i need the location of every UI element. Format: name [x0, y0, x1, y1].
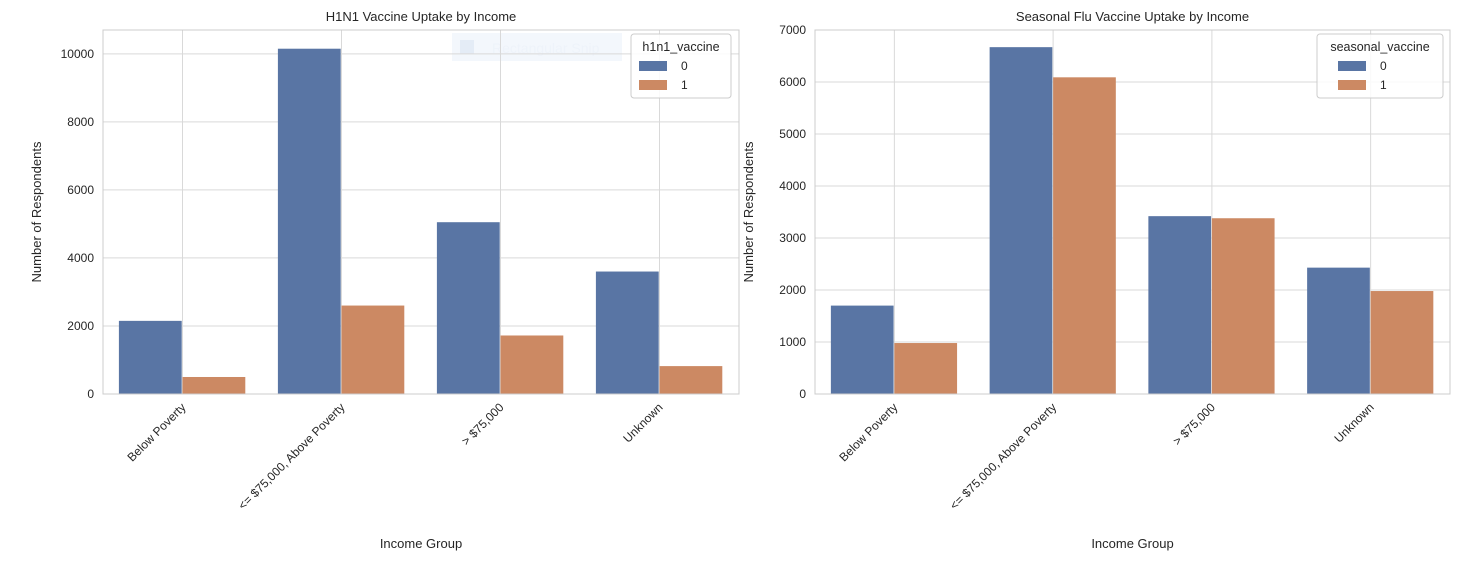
- bar-series-0-3: [1307, 267, 1370, 394]
- y-tick-label: 0: [87, 387, 94, 401]
- x-tick-label: <= $75,000, Above Poverty: [235, 400, 347, 512]
- bar-series-1-0: [182, 376, 246, 394]
- y-tick-label: 7000: [779, 23, 806, 37]
- legend: seasonal_vaccine 0 1: [1316, 33, 1444, 99]
- bar-series-1-2: [500, 335, 564, 394]
- x-tick-label: Unknown: [620, 400, 665, 445]
- y-tick-label: 5000: [779, 127, 806, 141]
- bar-series-1-1: [1053, 77, 1116, 394]
- legend-title: h1n1_vaccine: [642, 40, 719, 54]
- y-axis-label: Number of Respondents: [29, 141, 44, 282]
- legend-label: 1: [1380, 78, 1387, 92]
- y-tick-label: 0: [799, 387, 806, 401]
- legend-title: seasonal_vaccine: [1330, 40, 1429, 54]
- y-tick-label: 2000: [67, 319, 94, 333]
- bar-series-0-2: [436, 222, 500, 394]
- y-tick-label: 6000: [779, 75, 806, 89]
- legend-swatch-0: [1338, 61, 1366, 71]
- y-tick-label: 2000: [779, 283, 806, 297]
- x-tick-label: > $75,000: [459, 400, 507, 448]
- plot-frame: [814, 29, 1451, 395]
- bar-series-0-0: [118, 320, 182, 394]
- bar-series-1-0: [894, 343, 958, 394]
- bar-series-1-1: [341, 305, 405, 394]
- y-tick-label: 3000: [779, 231, 806, 245]
- bar-series-0-1: [277, 48, 341, 395]
- bar-series-1-3: [659, 366, 723, 394]
- plot-frame: [102, 29, 740, 395]
- snip-overlay-text: Rectangular Snip: [492, 40, 600, 56]
- snip-overlay: Rectangular Snip: [452, 33, 622, 61]
- y-axis-label: Number of Respondents: [741, 141, 756, 282]
- legend-swatch-1: [1338, 80, 1366, 90]
- chart-1: 0 2000 4000 6000 8000 10000 Below Poverty <= $7…: [29, 9, 740, 551]
- y-tick-label: 10000: [61, 47, 95, 61]
- bar-series-1-3: [1370, 291, 1434, 394]
- legend-swatch-1: [639, 80, 667, 90]
- x-tick-label: > $75,000: [1170, 400, 1218, 448]
- y-tick-label: 4000: [779, 179, 806, 193]
- chart-title: H1N1 Vaccine Uptake by Income: [326, 9, 517, 24]
- x-axis-label: Income Group: [1091, 536, 1173, 551]
- legend-label: 0: [1380, 59, 1387, 73]
- bar-series-0-0: [830, 305, 894, 394]
- legend-label: 0: [681, 59, 688, 73]
- x-tick-label: <= $75,000, Above Poverty: [947, 400, 1059, 512]
- y-tick-label: 8000: [67, 115, 94, 129]
- bar-series-0-1: [989, 47, 1053, 394]
- legend: h1n1_vaccine 0 1: [630, 33, 732, 99]
- legend-label: 1: [681, 78, 688, 92]
- x-tick-label: Below Poverty: [836, 400, 900, 464]
- bar-series-0-3: [595, 271, 659, 394]
- bar-series-0-2: [1148, 216, 1212, 394]
- bar-series-1-2: [1211, 218, 1275, 394]
- x-tick-label: Unknown: [1331, 400, 1376, 445]
- x-tick-label: Below Poverty: [124, 400, 188, 464]
- legend-swatch-0: [639, 61, 667, 71]
- chart-2: 0 1000 2000 3000 4000 5000 6000 7000 Below Pover…: [741, 9, 1451, 551]
- chart-title: Seasonal Flu Vaccine Uptake by Income: [1016, 9, 1249, 24]
- y-tick-label: 1000: [779, 335, 806, 349]
- y-tick-label: 6000: [67, 183, 94, 197]
- x-axis-label: Income Group: [380, 536, 462, 551]
- y-tick-label: 4000: [67, 251, 94, 265]
